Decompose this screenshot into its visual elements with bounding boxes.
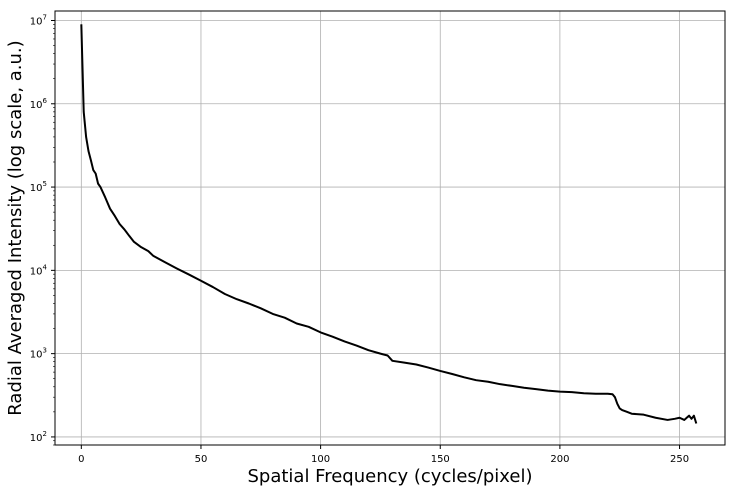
y-tick-label-exponent: 2: [43, 430, 47, 438]
x-axis-label: Spatial Frequency (cycles/pixel): [247, 466, 532, 487]
y-tick-label: 107: [30, 13, 47, 27]
y-tick-label-base: 10: [30, 16, 43, 27]
y-tick-label: 105: [30, 180, 47, 194]
x-tick-label: 0: [78, 454, 84, 465]
x-tick-label: 150: [431, 454, 450, 465]
y-tick-label-base: 10: [30, 100, 43, 111]
x-tick-label: 50: [195, 454, 208, 465]
y-tick-label: 104: [30, 263, 48, 277]
y-tick-label-exponent: 3: [43, 347, 47, 355]
series-line: [80, 24, 698, 424]
y-tick-label-base: 10: [30, 183, 43, 194]
grid: [55, 11, 725, 445]
plot-area-frame: [54, 10, 726, 446]
y-tick-label: 106: [30, 97, 48, 111]
y-tick-label: 103: [30, 347, 47, 361]
x-tick-label: 100: [311, 454, 330, 465]
y-tick-label: 102: [30, 430, 47, 444]
x-tick-label: 250: [670, 454, 689, 465]
y-tick-label-exponent: 7: [43, 13, 47, 21]
x-tick-label: 200: [550, 454, 569, 465]
y-tick-label-exponent: 5: [43, 180, 47, 188]
y-tick-label-exponent: 4: [43, 263, 48, 271]
y-tick-label-base: 10: [30, 350, 43, 361]
y-tick-label-base: 10: [30, 433, 43, 444]
y-tick-label-base: 10: [30, 266, 43, 277]
y-axis-label: Radial Averaged Intensity (log scale, a.…: [5, 40, 26, 415]
y-tick-label-exponent: 6: [43, 97, 48, 105]
